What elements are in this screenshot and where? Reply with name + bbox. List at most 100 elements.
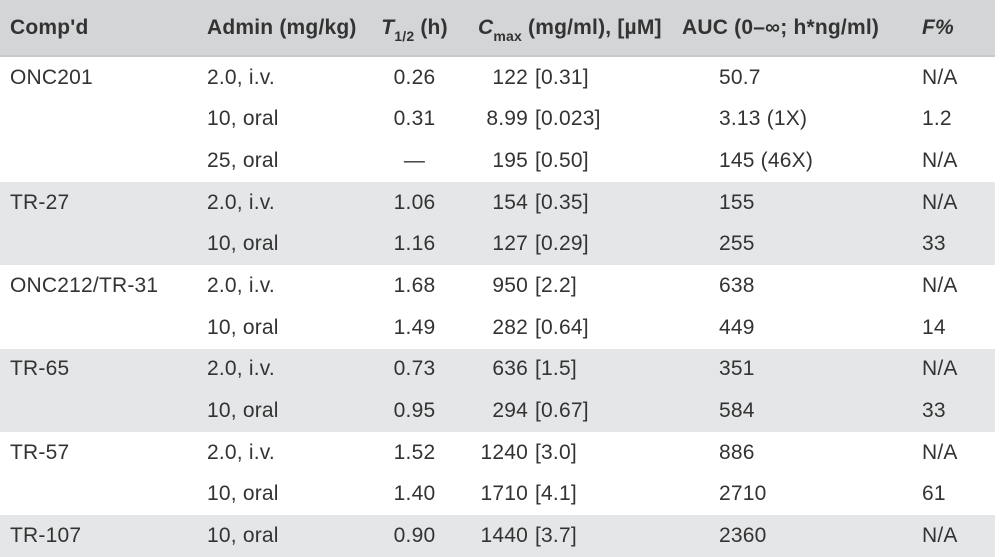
- cell-fpct: N/A: [922, 274, 958, 298]
- col-header-thalf: T1/2 (h): [377, 15, 452, 43]
- cell-admin: 2.0, i.v.: [207, 65, 275, 89]
- cell-thalf: 1.06: [393, 190, 436, 214]
- cell-admin: 2.0, i.v.: [207, 190, 275, 214]
- cell-cmax: 294 [0.67]: [452, 399, 682, 423]
- cmax-value: 950: [492, 274, 528, 298]
- cmax-micromolar-value: [1.5]: [535, 357, 577, 381]
- table-row: TR-65 2.0, i.v. 0.73 636 [1.5] 351 N/A: [0, 348, 995, 391]
- cell-cmax: 950 [2.2]: [452, 274, 682, 298]
- cell-thalf: —: [403, 149, 426, 173]
- cmax-value: 154: [492, 190, 528, 214]
- cell-cmax: 1440 [3.7]: [452, 524, 682, 548]
- cell-admin: 10, oral: [207, 399, 279, 423]
- cmax-micromolar-value: [4.1]: [535, 482, 577, 506]
- cell-auc: 50.7: [719, 65, 761, 89]
- cell-auc: 351: [719, 357, 755, 381]
- cell-admin: 10, oral: [207, 232, 279, 256]
- cell-auc: 584: [719, 399, 755, 423]
- cell-compound: TR-107: [10, 524, 82, 548]
- table-body: ONC201 2.0, i.v. 0.26 122 [0.31] 50.7 N/A…: [0, 57, 995, 557]
- cell-compound: TR-65: [10, 357, 70, 381]
- cmax-value: 636: [492, 357, 528, 381]
- cmax-micromolar-value: [0.35]: [535, 190, 589, 214]
- fpct-label: F%: [922, 15, 954, 39]
- cmax-subscript: max: [493, 27, 522, 44]
- table-row: 10, oral 0.31 8.99 [0.023] 3.13 (1X) 1.2: [0, 98, 995, 141]
- cell-cmax: 282 [0.64]: [452, 316, 682, 340]
- cmax-micromolar-value: [0.64]: [535, 315, 589, 339]
- cell-fpct: N/A: [922, 65, 958, 89]
- cell-admin: 10, oral: [207, 315, 279, 339]
- cell-auc: 2360: [719, 524, 767, 548]
- thalf-symbol: T: [381, 15, 395, 39]
- cell-fpct: N/A: [922, 524, 958, 548]
- cell-cmax: 636 [1.5]: [452, 357, 682, 381]
- cell-fpct: N/A: [922, 149, 958, 173]
- cmax-value: 8.99: [486, 107, 528, 131]
- cell-cmax: 1240 [3.0]: [452, 441, 682, 465]
- cell-thalf: 1.49: [393, 315, 436, 339]
- cell-cmax: 195 [0.50]: [452, 149, 682, 173]
- table-row: 10, oral 1.49 282 [0.64] 449 14: [0, 306, 995, 349]
- col-header-auc: AUC (0–∞; h*ng/ml): [682, 15, 880, 39]
- cmax-value: 1710: [480, 482, 528, 506]
- cell-auc: 255: [719, 232, 755, 256]
- cell-thalf: 0.26: [393, 65, 436, 89]
- cell-admin: 2.0, i.v.: [207, 440, 275, 464]
- cmax-value: 127: [492, 232, 528, 256]
- cell-compound: ONC201: [10, 65, 93, 89]
- cell-admin: 10, oral: [207, 524, 279, 548]
- table-row: 10, oral 0.95 294 [0.67] 584 33: [0, 390, 995, 432]
- cmax-value: 122: [492, 65, 528, 89]
- cell-thalf: 0.95: [393, 399, 436, 423]
- cell-fpct: 61: [922, 482, 946, 506]
- cmax-unit: (mg/ml), [µM]: [522, 15, 662, 39]
- table-row: TR-27 2.0, i.v. 1.06 154 [0.35] 155 N/A: [0, 181, 995, 224]
- cell-thalf: 1.40: [393, 482, 436, 506]
- table-row: ONC212/TR-31 2.0, i.v. 1.68 950 [2.2] 638…: [0, 265, 995, 307]
- cell-thalf: 1.16: [393, 232, 436, 256]
- cmax-value: 195: [492, 149, 528, 173]
- cell-auc: 145 (46X): [719, 149, 814, 173]
- table-row: 10, oral 1.40 1710 [4.1] 2710 61: [0, 473, 995, 516]
- cmax-micromolar-value: [0.67]: [535, 399, 589, 423]
- cell-admin: 2.0, i.v.: [207, 357, 275, 381]
- cmax-value: 1240: [480, 440, 528, 464]
- table-row: TR-57 2.0, i.v. 1.52 1240 [3.0] 886 N/A: [0, 431, 995, 474]
- cell-cmax: 154 [0.35]: [452, 191, 682, 215]
- cell-admin: 10, oral: [207, 482, 279, 506]
- cmax-micromolar-value: [3.7]: [535, 524, 577, 548]
- cell-compound: TR-27: [10, 190, 70, 214]
- cmax-micromolar-value: [0.023]: [535, 107, 601, 131]
- cell-thalf: 1.68: [393, 274, 436, 298]
- cell-cmax: 122 [0.31]: [452, 66, 682, 90]
- cell-fpct: 33: [922, 232, 946, 256]
- col-header-compound: Comp'd: [10, 15, 89, 39]
- cmax-micromolar-value: [0.31]: [535, 65, 589, 89]
- cell-auc: 3.13 (1X): [719, 107, 808, 131]
- table-row: TR-107 10, oral 0.90 1440 [3.7] 2360 N/A: [0, 515, 995, 557]
- cmax-symbol: C: [478, 15, 494, 39]
- table-row: 25, oral — 195 [0.50] 145 (46X) N/A: [0, 140, 995, 182]
- cell-admin: 25, oral: [207, 149, 279, 173]
- cell-thalf: 1.52: [393, 440, 436, 464]
- cell-cmax: 8.99 [0.023]: [452, 107, 682, 131]
- cmax-micromolar-value: [3.0]: [535, 440, 577, 464]
- cell-compound: TR-57: [10, 440, 70, 464]
- cell-auc: 2710: [719, 482, 767, 506]
- cmax-value: 1440: [480, 524, 528, 548]
- cell-thalf: 0.90: [393, 524, 436, 548]
- thalf-subscript: 1/2: [394, 27, 415, 44]
- table-row: ONC201 2.0, i.v. 0.26 122 [0.31] 50.7 N/A: [0, 57, 995, 99]
- cell-fpct: N/A: [922, 190, 958, 214]
- cell-compound: ONC212/TR-31: [10, 274, 159, 298]
- table-row: 10, oral 1.16 127 [0.29] 255 33: [0, 223, 995, 266]
- cell-auc: 638: [719, 274, 755, 298]
- cmax-value: 282: [492, 315, 528, 339]
- cell-auc: 155: [719, 190, 755, 214]
- cell-fpct: N/A: [922, 357, 958, 381]
- col-header-fpct: F%: [915, 16, 995, 40]
- cmax-micromolar-value: [2.2]: [535, 274, 577, 298]
- cell-auc: 449: [719, 315, 755, 339]
- col-header-admin: Admin (mg/kg): [207, 15, 357, 39]
